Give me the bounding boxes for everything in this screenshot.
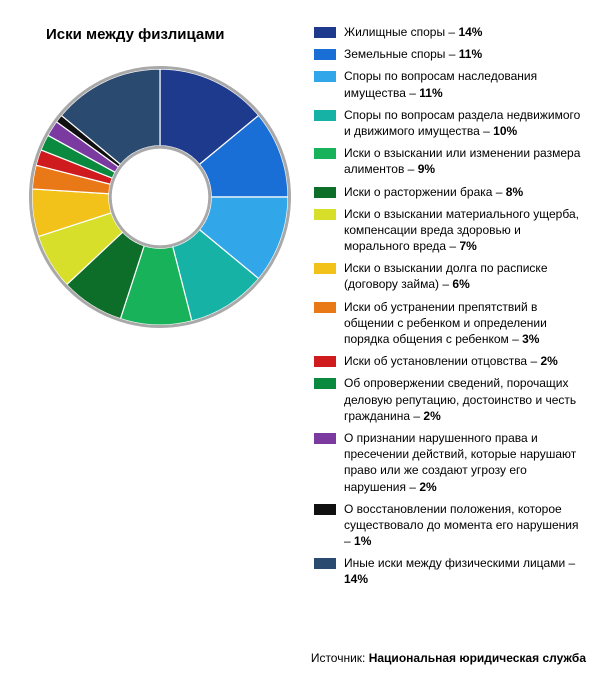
legend-percent: 2% (419, 480, 436, 494)
legend-percent: 10% (493, 124, 517, 138)
legend-item: О восстановлении положения, которое суще… (314, 501, 586, 550)
legend-text: Иски о расторжении брака (344, 185, 492, 199)
legend-text: Иски об установлении отцовства (344, 354, 527, 368)
legend-item: Иски о расторжении брака – 8% (314, 184, 586, 200)
legend-item: Споры по вопросам наследования имущества… (314, 68, 586, 100)
legend-percent: 14% (344, 572, 368, 586)
legend-percent: 3% (522, 332, 539, 346)
legend-label: Земельные споры – 11% (344, 46, 586, 62)
legend-item: Иски о взыскании или изменении размера а… (314, 145, 586, 177)
legend-label: Иски о взыскании долга по расписке (дого… (344, 260, 586, 292)
legend-swatch (314, 27, 336, 38)
chart-title: Иски между физлицами (46, 26, 310, 43)
source-name: Национальная юридическая служба (369, 651, 586, 665)
legend-swatch (314, 49, 336, 60)
legend-label: Иски об устранении препятствий в общении… (344, 299, 586, 348)
legend-label: О признании нарушенного права и пресечен… (344, 430, 586, 495)
legend-label: Споры по вопросам наследования имущества… (344, 68, 586, 100)
donut-hole (112, 149, 208, 245)
legend-item: Жилищные споры – 14% (314, 24, 586, 40)
legend-text: Земельные споры (344, 47, 445, 61)
legend-swatch (314, 433, 336, 444)
pie-chart (20, 57, 300, 337)
legend-swatch (314, 71, 336, 82)
legend-text: Иски о взыскании или изменении размера а… (344, 146, 580, 176)
source-line: Источник: Национальная юридическая служб… (311, 651, 586, 665)
legend-label: Иски о взыскании или изменении размера а… (344, 145, 586, 177)
legend-label: Иски об установлении отцовства – 2% (344, 353, 586, 369)
legend-item: Иные иски между физическими лицами – 14% (314, 555, 586, 587)
legend-swatch (314, 356, 336, 367)
legend-swatch (314, 558, 336, 569)
legend-text: Споры по вопросам раздела недвижимого и … (344, 108, 580, 138)
legend-percent: 6% (452, 277, 469, 291)
legend-percent: 2% (423, 409, 440, 423)
legend-item: Земельные споры – 11% (314, 46, 586, 62)
legend-label: Иные иски между физическими лицами – 14% (344, 555, 586, 587)
legend-percent: 14% (458, 25, 482, 39)
legend-item: Иски о взыскании долга по расписке (дого… (314, 260, 586, 292)
legend-label: Жилищные споры – 14% (344, 24, 586, 40)
legend-item: Споры по вопросам раздела недвижимого и … (314, 107, 586, 139)
legend-swatch (314, 110, 336, 121)
legend-label: Споры по вопросам раздела недвижимого и … (344, 107, 586, 139)
legend-label: Иски о взыскании материального ущерба, к… (344, 206, 586, 255)
legend-swatch (314, 187, 336, 198)
legend-label: Об опровержении сведений, порочащих дело… (344, 375, 586, 424)
legend-text: О восстановлении положения, которое суще… (344, 502, 579, 532)
legend-text: Об опровержении сведений, порочащих дело… (344, 376, 576, 422)
legend-swatch (314, 148, 336, 159)
legend-item: Иски об установлении отцовства – 2% (314, 353, 586, 369)
legend-item: Иски о взыскании материального ущерба, к… (314, 206, 586, 255)
legend-text: Иски о взыскании долга по расписке (дого… (344, 261, 548, 291)
legend-percent: 11% (459, 47, 482, 61)
legend-text: Жилищные споры (344, 25, 445, 39)
legend-text: Иски об устранении препятствий в общении… (344, 300, 547, 346)
legend-item: О признании нарушенного права и пресечен… (314, 430, 586, 495)
legend-text: О признании нарушенного права и пресечен… (344, 431, 576, 494)
legend-label: Иски о расторжении брака – 8% (344, 184, 586, 200)
legend-text: Иные иски между физическими лицами (344, 556, 565, 570)
legend-percent: 7% (459, 239, 476, 253)
legend-swatch (314, 263, 336, 274)
legend-percent: 2% (540, 354, 557, 368)
legend-swatch (314, 504, 336, 515)
source-prefix: Источник: (311, 651, 369, 665)
legend-item: Иски об устранении препятствий в общении… (314, 299, 586, 348)
legend-percent: 1% (354, 534, 371, 548)
legend-label: О восстановлении положения, которое суще… (344, 501, 586, 550)
legend-swatch (314, 302, 336, 313)
legend-swatch (314, 209, 336, 220)
legend-item: Об опровержении сведений, порочащих дело… (314, 375, 586, 424)
legend: Жилищные споры – 14% Земельные споры – 11… (310, 18, 586, 594)
legend-swatch (314, 378, 336, 389)
legend-percent: 8% (506, 185, 523, 199)
legend-percent: 11% (419, 86, 442, 100)
legend-percent: 9% (418, 162, 435, 176)
